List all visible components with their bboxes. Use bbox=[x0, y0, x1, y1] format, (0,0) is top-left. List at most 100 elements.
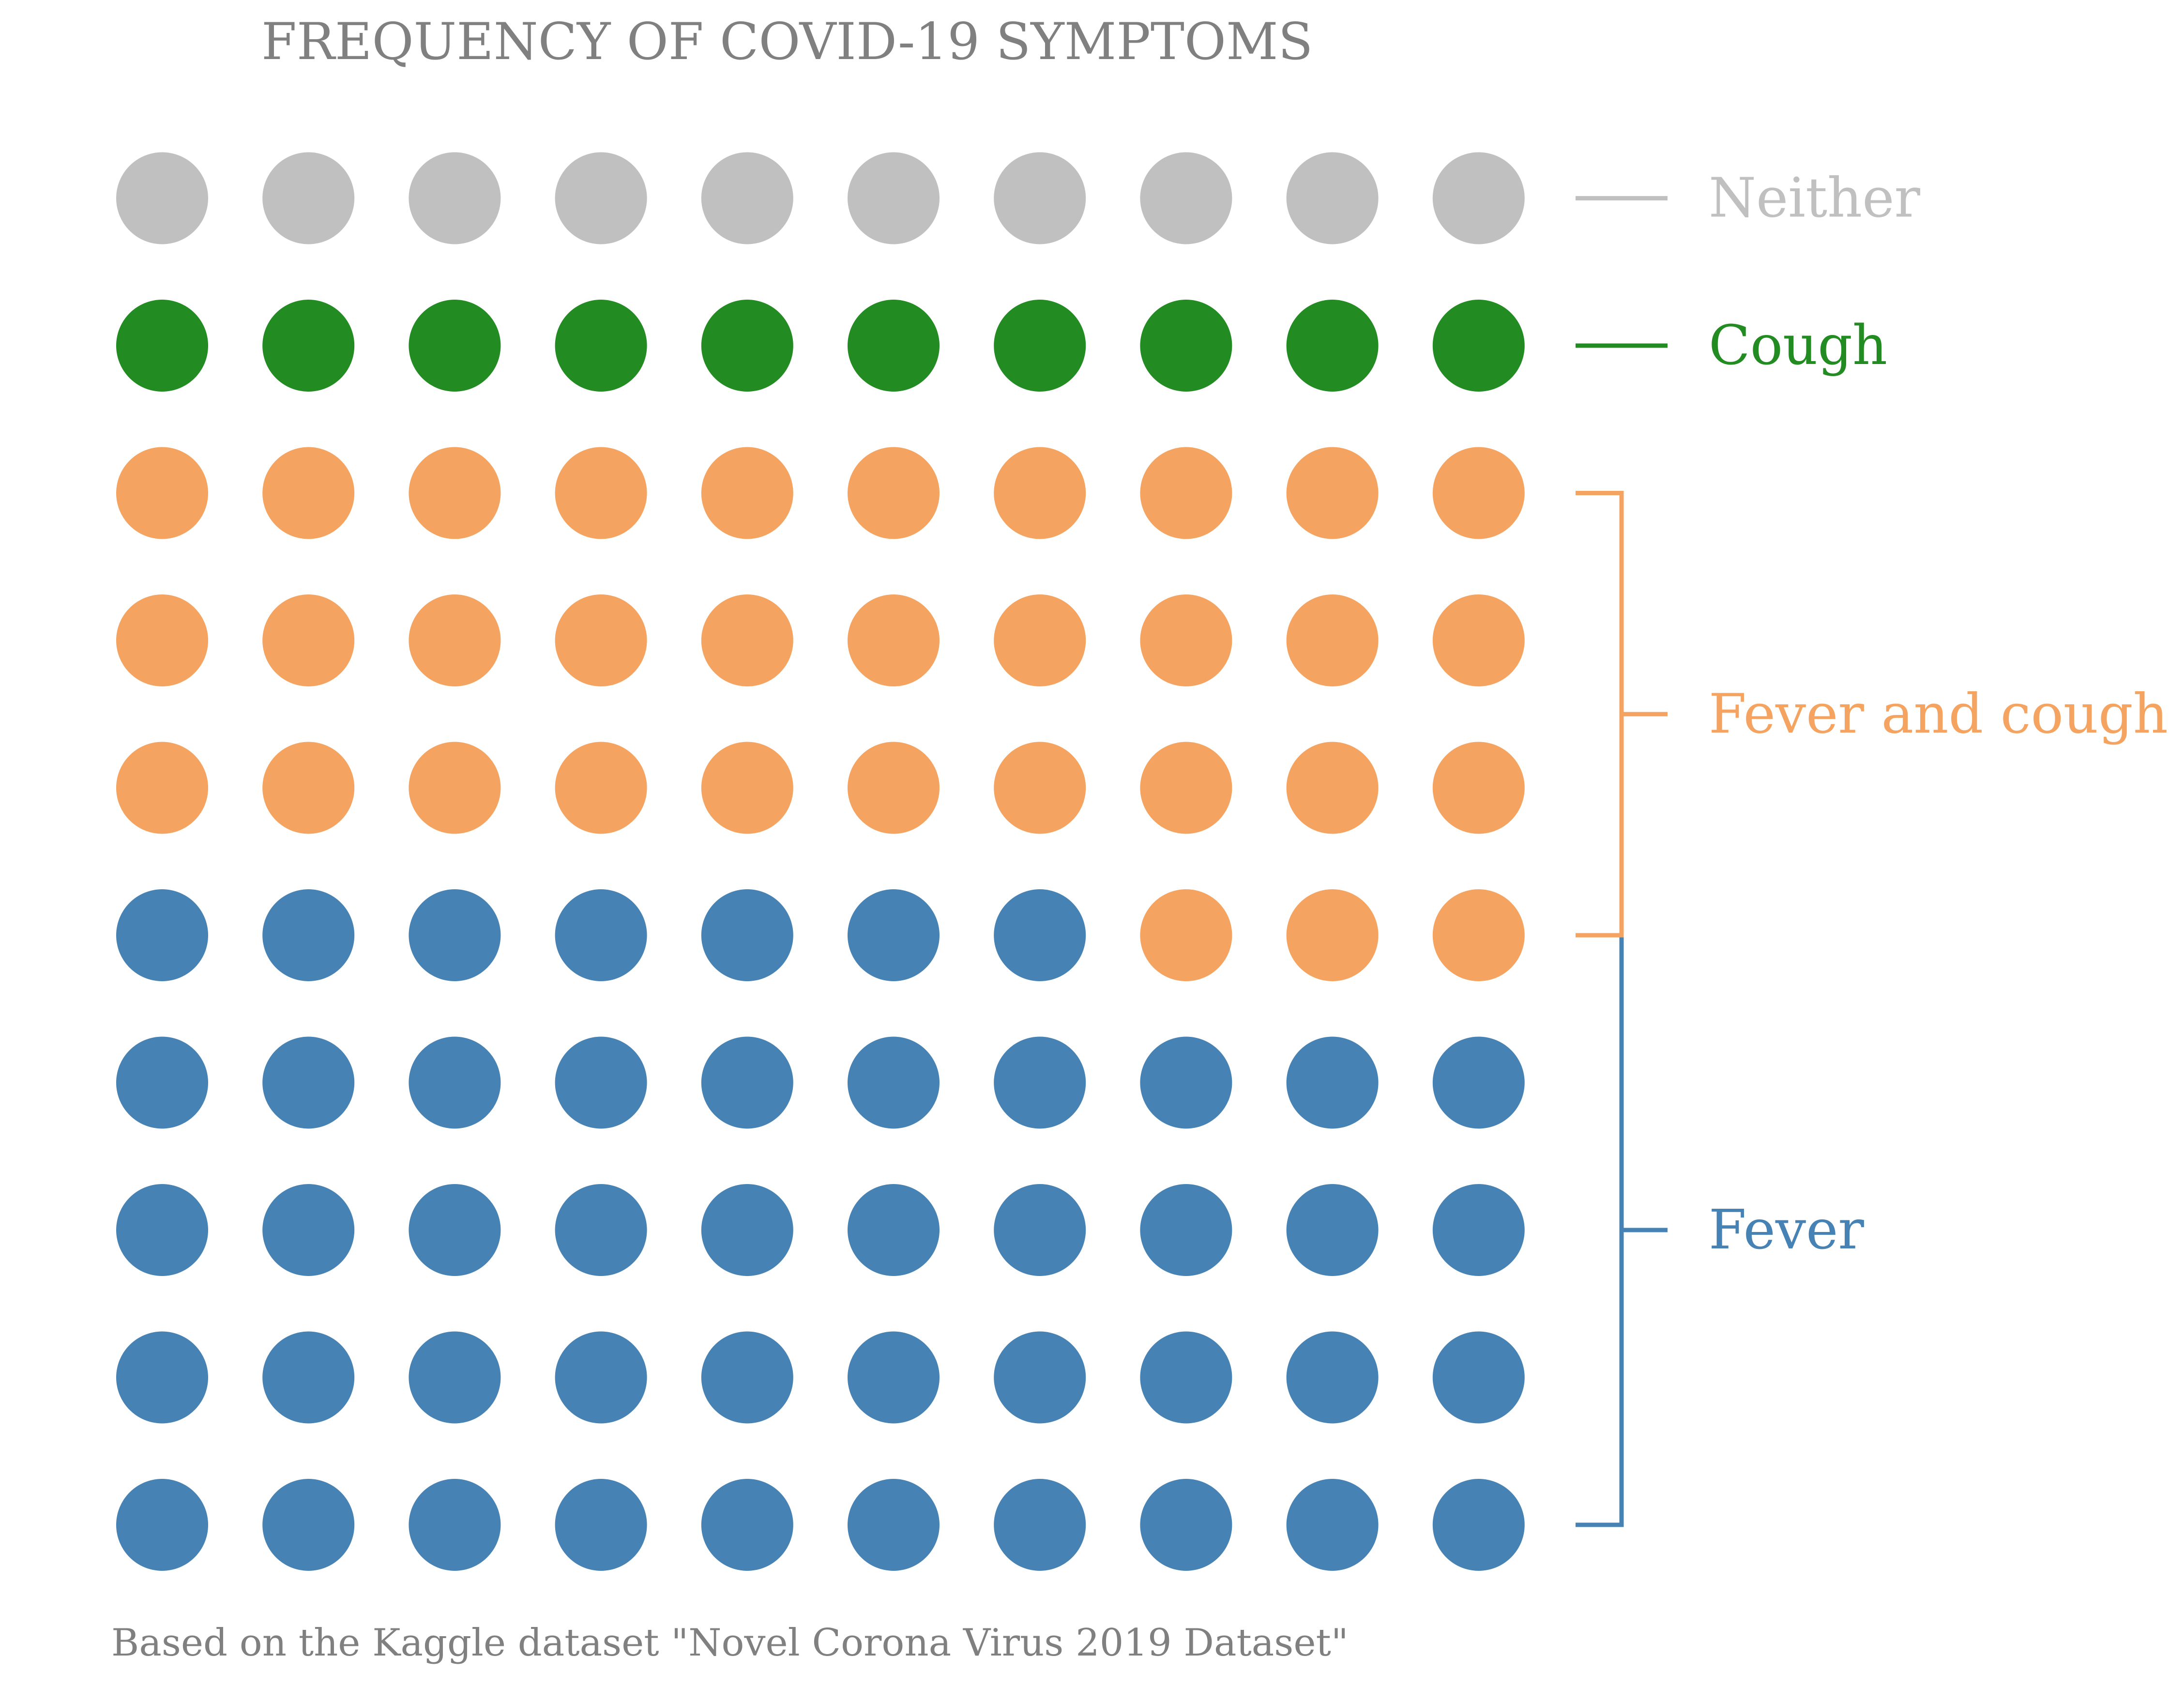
waffle-dot-fever-and-cough bbox=[409, 447, 501, 539]
waffle-dot-fever bbox=[701, 1184, 793, 1276]
waffle-dot-fever-and-cough bbox=[701, 447, 793, 539]
waffle-dot-neither bbox=[701, 152, 793, 244]
source-note: Based on the Kaggle dataset "Novel Coron… bbox=[111, 1621, 1349, 1665]
waffle-dot-neither bbox=[1286, 152, 1379, 244]
waffle-dot-fever bbox=[409, 1184, 501, 1276]
waffle-dot-fever-and-cough bbox=[555, 447, 647, 539]
waffle-dot-fever bbox=[1432, 1184, 1525, 1276]
waffle-dot-cough bbox=[1432, 300, 1525, 392]
legend-bracket-fever-and-cough bbox=[1576, 491, 1668, 938]
waffle-dot-fever bbox=[1140, 1184, 1232, 1276]
waffle-dot-fever-and-cough bbox=[116, 447, 208, 539]
waffle-dot-fever-and-cough bbox=[1286, 447, 1379, 539]
waffle-dot-fever-and-cough bbox=[262, 742, 355, 834]
waffle-dot-fever-and-cough bbox=[1286, 889, 1379, 981]
waffle-dot-fever bbox=[555, 1184, 647, 1276]
waffle-dot-fever bbox=[409, 1479, 501, 1571]
waffle-dot-fever bbox=[555, 1036, 647, 1129]
waffle-dot-neither bbox=[262, 152, 355, 244]
waffle-dot-fever bbox=[116, 1479, 208, 1571]
waffle-dot-fever-and-cough bbox=[116, 594, 208, 686]
waffle-dot-fever-and-cough bbox=[848, 742, 940, 834]
waffle-dot-fever bbox=[701, 1331, 793, 1424]
waffle-dot-fever-and-cough bbox=[1432, 742, 1525, 834]
waffle-dot-fever bbox=[555, 889, 647, 981]
waffle-dot-fever-and-cough bbox=[409, 594, 501, 686]
waffle-dot-fever-and-cough bbox=[1432, 889, 1525, 981]
waffle-dot-fever bbox=[848, 1479, 940, 1571]
waffle-dot-fever bbox=[409, 889, 501, 981]
waffle-dot-neither bbox=[409, 152, 501, 244]
waffle-dot-fever bbox=[262, 889, 355, 981]
waffle-dot-fever-and-cough bbox=[1140, 447, 1232, 539]
waffle-dot-fever bbox=[555, 1331, 647, 1424]
waffle-dot-fever-and-cough bbox=[555, 742, 647, 834]
waffle-dot-fever-and-cough bbox=[994, 447, 1086, 539]
waffle-dot-cough bbox=[1286, 300, 1379, 392]
waffle-dot-cough bbox=[262, 300, 355, 392]
legend-item-cough: Cough bbox=[1576, 314, 1887, 377]
legend-item-fever: Fever bbox=[1576, 933, 1864, 1527]
waffle-dot-fever-and-cough bbox=[848, 447, 940, 539]
legend-item-neither: Neither bbox=[1576, 167, 1921, 230]
waffle-dot-neither bbox=[994, 152, 1086, 244]
waffle-dot-fever bbox=[116, 1036, 208, 1129]
waffle-dot-fever-and-cough bbox=[994, 594, 1086, 686]
legend-label-neither: Neither bbox=[1709, 167, 1921, 230]
waffle-dot-fever bbox=[1286, 1184, 1379, 1276]
waffle-dot-fever bbox=[116, 1331, 208, 1424]
waffle-dot-fever bbox=[848, 1331, 940, 1424]
waffle-dot-fever-and-cough bbox=[1286, 594, 1379, 686]
waffle-dot-cough bbox=[409, 300, 501, 392]
waffle-dot-fever bbox=[994, 889, 1086, 981]
legend-item-fever-and-cough: Fever and cough bbox=[1576, 491, 2168, 938]
waffle-dot-fever bbox=[1140, 1331, 1232, 1424]
waffle-dot-fever bbox=[555, 1479, 647, 1571]
waffle-dot-fever bbox=[1140, 1479, 1232, 1571]
waffle-dot-fever bbox=[701, 889, 793, 981]
waffle-dot-fever-and-cough bbox=[1432, 447, 1525, 539]
waffle-dot-fever-and-cough bbox=[1140, 742, 1232, 834]
waffle-dot-fever bbox=[994, 1184, 1086, 1276]
waffle-dot-fever bbox=[848, 1036, 940, 1129]
waffle-dot-fever bbox=[848, 1184, 940, 1276]
waffle-dot-cough bbox=[701, 300, 793, 392]
legend: Fever Fever and cough Cough Neither bbox=[1576, 167, 2168, 1527]
waffle-dot-fever-and-cough bbox=[1140, 594, 1232, 686]
waffle-dot-fever-and-cough bbox=[1432, 594, 1525, 686]
waffle-dot-cough bbox=[848, 300, 940, 392]
waffle-dot-fever bbox=[701, 1036, 793, 1129]
waffle-dot-fever bbox=[116, 889, 208, 981]
waffle-dot-fever bbox=[262, 1184, 355, 1276]
waffle-dot-fever-and-cough bbox=[409, 742, 501, 834]
waffle-dot-fever-and-cough bbox=[262, 594, 355, 686]
waffle-dot-cough bbox=[555, 300, 647, 392]
waffle-dot-fever-and-cough bbox=[116, 742, 208, 834]
waffle-dot-fever bbox=[701, 1479, 793, 1571]
legend-label-cough: Cough bbox=[1709, 314, 1887, 377]
waffle-dot-fever-and-cough bbox=[848, 594, 940, 686]
waffle-dot-fever bbox=[1432, 1331, 1525, 1424]
waffle-dot-fever-and-cough bbox=[994, 742, 1086, 834]
waffle-dot-fever bbox=[848, 889, 940, 981]
waffle-dot-fever bbox=[116, 1184, 208, 1276]
waffle-dot-fever bbox=[1432, 1036, 1525, 1129]
waffle-dot-fever-and-cough bbox=[262, 447, 355, 539]
waffle-dot-fever bbox=[262, 1331, 355, 1424]
waffle-dot-fever bbox=[994, 1036, 1086, 1129]
waffle-dot-fever bbox=[409, 1036, 501, 1129]
waffle-dot-neither bbox=[1140, 152, 1232, 244]
chart-title: FREQUENCY OF COVID-19 SYMPTOMS bbox=[261, 12, 1313, 71]
waffle-dot-fever bbox=[994, 1331, 1086, 1424]
waffle-dot-fever-and-cough bbox=[1286, 742, 1379, 834]
waffle-dot-fever bbox=[262, 1036, 355, 1129]
waffle-dot-cough bbox=[1140, 300, 1232, 392]
waffle-dot-neither bbox=[116, 152, 208, 244]
waffle-dot-cough bbox=[994, 300, 1086, 392]
waffle-dot-fever bbox=[1286, 1331, 1379, 1424]
waffle-dot-fever-and-cough bbox=[1140, 889, 1232, 981]
legend-label-fever-and-cough: Fever and cough bbox=[1709, 683, 2168, 745]
legend-label-fever: Fever bbox=[1709, 1199, 1864, 1261]
